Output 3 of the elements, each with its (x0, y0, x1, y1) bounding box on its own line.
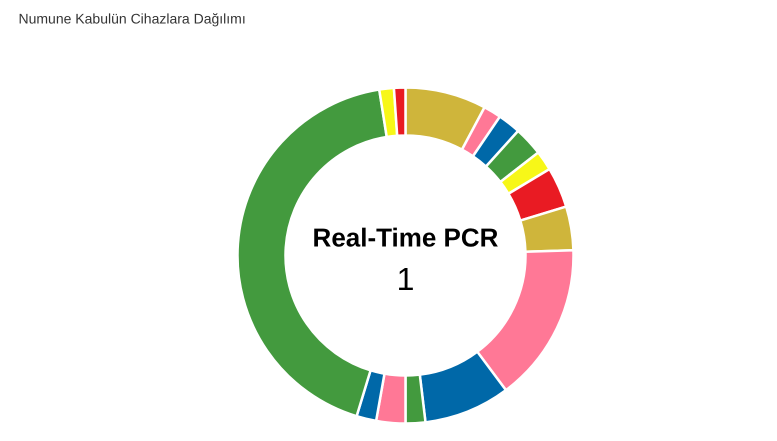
chart-title: Numune Kabulün Cihazlara Dağılımı (18, 10, 246, 26)
text: Real-Time PCR (312, 222, 499, 252)
text: 1 (396, 261, 414, 297)
